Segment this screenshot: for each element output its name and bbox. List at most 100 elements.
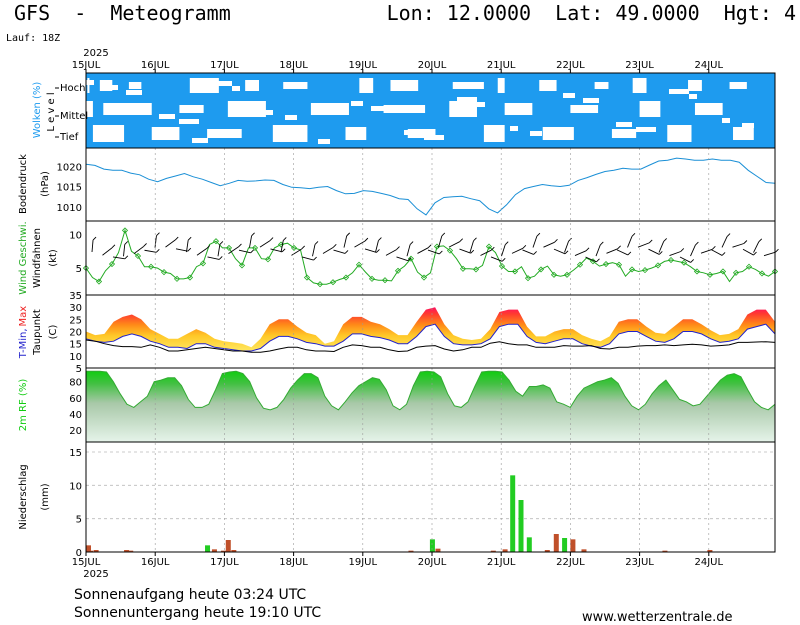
wind-barb — [333, 249, 346, 254]
wind-barb — [532, 235, 538, 248]
cloud-patch — [126, 90, 142, 95]
wind-barb — [606, 248, 618, 254]
cloud-patch — [669, 89, 689, 94]
wind-speed-marker — [537, 266, 545, 273]
precip-bar — [205, 545, 211, 552]
model-run-label: Lauf: 18Z — [6, 33, 61, 44]
temperature-tick-label: 15 — [69, 340, 82, 351]
x-tick-label-bottom: 18JUL — [279, 557, 308, 568]
cloud-patch — [92, 125, 125, 142]
precip-bar — [662, 550, 668, 552]
wind-speed-marker — [667, 256, 675, 264]
wind-barb-tick — [631, 233, 636, 237]
precip-bar — [526, 537, 532, 552]
wind-speed-marker — [82, 265, 90, 272]
year-label-top: 2025 — [83, 48, 108, 59]
precip-unit-label: (mm) — [40, 483, 51, 510]
precip-bar — [707, 550, 713, 552]
wind-barb — [417, 247, 429, 254]
wind-barb — [679, 256, 691, 263]
wind-barb — [406, 244, 411, 257]
wind-speed-marker — [329, 279, 337, 286]
wind-barb-tick — [753, 251, 757, 256]
wind-barb-tick — [378, 237, 382, 241]
cloud-patch — [139, 109, 151, 114]
cloud-patch — [359, 78, 374, 93]
wind-speed-marker — [277, 241, 285, 248]
precip-bar — [93, 550, 99, 552]
wind-barb — [144, 249, 157, 253]
wind-speed-marker — [446, 247, 454, 254]
cloud-patch — [106, 85, 118, 90]
cloud-patch — [265, 110, 273, 115]
wind-speed-marker — [238, 262, 246, 269]
cloud-patch — [192, 138, 208, 143]
wind-speed-marker — [264, 256, 272, 263]
wind-barb-tick — [281, 248, 286, 253]
wind-barb-tick — [143, 243, 147, 247]
wind-barb-tick — [743, 240, 748, 244]
wind-barb — [364, 248, 377, 253]
cloud-patch — [694, 103, 723, 115]
wind-speed-marker — [511, 268, 519, 275]
wind-barb — [648, 248, 660, 255]
precip-bar — [124, 550, 130, 552]
wind-speed-marker — [342, 274, 350, 281]
wind-barb — [700, 248, 713, 254]
x-tick-label-bottom: 20JUL — [418, 557, 447, 568]
wind-barb — [165, 239, 176, 248]
wind-speed-marker — [706, 271, 714, 278]
wind-barb — [322, 246, 334, 254]
wind-barb-tick — [726, 233, 731, 237]
precip-tick-label: 15 — [69, 448, 82, 459]
wind-barb — [543, 241, 555, 248]
wind-barb-tick — [599, 241, 604, 246]
wind-barb-tick — [427, 244, 432, 249]
x-tick-label-bottom: 23JUL — [625, 557, 654, 568]
cloud-patch — [128, 82, 142, 89]
cloud-patch — [667, 125, 692, 142]
temperature-tick-label: 20 — [69, 328, 82, 339]
precip-bar — [570, 539, 576, 552]
wind-speed-marker — [693, 268, 701, 275]
wind-barb-tick — [174, 236, 179, 241]
cloud-patch — [449, 101, 477, 117]
cloud-patch — [371, 106, 387, 111]
cloud-patch — [563, 93, 575, 98]
wind-speed-marker — [641, 267, 649, 274]
cloud-patch — [390, 80, 419, 91]
wind-speed-marker — [355, 261, 363, 268]
humidity-tick-label: 60 — [69, 394, 82, 405]
wind-barb — [259, 240, 271, 248]
wind-barb-tick — [627, 251, 632, 256]
wind-barb-tick — [658, 251, 663, 255]
cloud-patch — [457, 97, 477, 102]
cloud-patch — [611, 129, 637, 138]
precip-bar — [88, 550, 94, 552]
cloud-patch — [542, 127, 574, 140]
precip-bar — [231, 550, 237, 552]
wind-barb — [228, 246, 239, 254]
cloud-patch — [539, 80, 557, 91]
temperature-tick-label: 25 — [69, 315, 82, 326]
cloud-patch — [407, 129, 436, 138]
wind-barb — [427, 249, 440, 255]
x-tick-label-bottom: 21JUL — [487, 557, 516, 568]
wind-barb — [312, 244, 316, 257]
wind-barb — [763, 251, 776, 257]
wind-barb — [721, 236, 728, 248]
precip-bar — [510, 475, 516, 552]
wind-barb-tick — [501, 257, 506, 262]
precip-bar — [562, 538, 568, 552]
wind-barb-tick — [269, 237, 274, 241]
wind-barb — [627, 236, 633, 248]
precip-axis-label: Niederschlag — [18, 464, 29, 529]
wind-barb — [354, 240, 366, 248]
wind-barb-tick — [187, 247, 192, 252]
cloud-patch — [285, 115, 297, 120]
wind-speed-marker — [212, 238, 220, 245]
cloud-patch — [179, 119, 199, 124]
wind-barb — [574, 250, 587, 256]
cloud-patch — [639, 101, 661, 117]
pressure-tick-label: 1015 — [57, 183, 82, 194]
